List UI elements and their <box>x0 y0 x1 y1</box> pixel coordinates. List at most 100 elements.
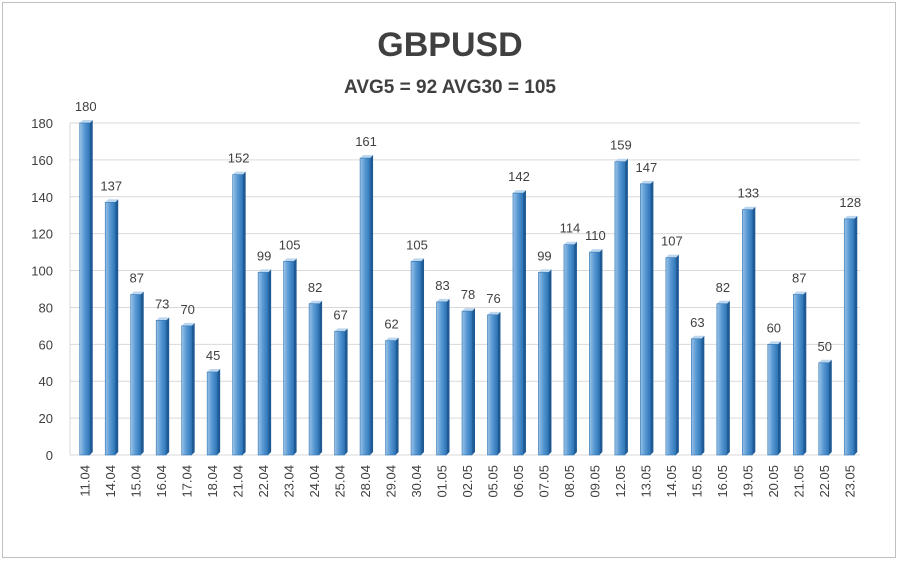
data-label: 159 <box>610 138 632 153</box>
chart-title: GBPUSD <box>377 26 523 64</box>
x-tick-label: 22.05 <box>817 465 832 498</box>
bar-side <box>650 180 654 455</box>
bar-top <box>360 155 374 159</box>
x-tick-label: 15.05 <box>689 465 704 498</box>
bar-side <box>599 249 603 455</box>
bar <box>359 157 371 456</box>
x-tick-label: 16.04 <box>154 465 169 498</box>
bar-side <box>344 328 348 455</box>
y-axis: 0 20 40 60 80 100 120 140 160 180 <box>31 116 71 463</box>
bar-side <box>370 155 374 456</box>
bar-top <box>462 308 475 312</box>
bar-top <box>156 317 170 321</box>
bar-top <box>385 337 399 341</box>
x-tick-label: 02.05 <box>460 465 475 498</box>
bar-side <box>573 241 577 455</box>
bar-side <box>115 199 119 455</box>
bar <box>792 294 804 456</box>
bar <box>308 303 320 456</box>
bar-side <box>522 190 526 456</box>
bar <box>130 294 142 456</box>
x-tick-label: 21.05 <box>791 465 806 498</box>
bar-top <box>793 291 807 295</box>
bar <box>155 320 167 456</box>
bar <box>665 257 677 456</box>
bar-side <box>548 269 552 455</box>
x-tick-label: 22.04 <box>256 465 271 498</box>
y-tick-label: 100 <box>31 264 53 279</box>
bar-top <box>105 199 119 203</box>
data-label: 63 <box>690 315 704 330</box>
bar <box>257 272 269 456</box>
bar <box>843 218 855 456</box>
bar <box>334 331 345 456</box>
bar <box>818 362 830 456</box>
x-tick-label: 11.04 <box>78 465 93 497</box>
data-label: 76 <box>486 291 500 306</box>
bar-top <box>232 171 246 175</box>
y-tick-label: 160 <box>31 153 53 168</box>
bar-top <box>742 206 756 210</box>
data-label: 67 <box>333 307 347 322</box>
x-tick-label: 08.05 <box>562 465 577 498</box>
bar-top <box>844 215 858 219</box>
bar <box>104 202 116 456</box>
y-tick-label: 140 <box>31 190 53 205</box>
x-axis-labels: 11.04 14.04 15.04 16.04 17.04 18.04 21.04 22.04… <box>78 465 858 498</box>
bar-side <box>726 300 730 455</box>
x-tick-label: 13.05 <box>638 465 653 498</box>
bar-side <box>675 254 679 455</box>
x-tick-label: 18.04 <box>205 465 220 498</box>
x-tick-label: 20.05 <box>766 465 781 498</box>
data-label: 152 <box>228 151 250 166</box>
x-tick-label: 01.05 <box>435 465 450 498</box>
bar <box>614 161 626 456</box>
x-tick-label: 30.04 <box>409 465 424 498</box>
x-tick-label: 14.05 <box>664 465 679 498</box>
data-label: 70 <box>180 302 194 317</box>
y-tick-label: 40 <box>39 374 53 389</box>
data-label: 107 <box>661 234 683 249</box>
data-label: 78 <box>461 287 475 302</box>
bar-top <box>436 298 450 302</box>
bar-top <box>334 328 348 332</box>
x-tick-label: 19.05 <box>740 465 755 498</box>
bar-side <box>854 215 858 455</box>
bar-top <box>538 269 552 273</box>
bar-side <box>191 322 195 455</box>
bar <box>767 344 779 456</box>
bar <box>512 192 524 456</box>
bar-top <box>767 341 781 345</box>
data-label: 110 <box>585 228 606 243</box>
x-tick-label: 16.05 <box>715 465 730 498</box>
bar-side <box>242 171 246 455</box>
data-labels: 180 137 87 73 70 45 152 99 105 82 67 161 62 105 83 78 76… <box>75 99 861 363</box>
bar-side <box>777 341 781 455</box>
bar-side <box>446 298 450 455</box>
data-label: 147 <box>636 160 658 175</box>
bar <box>742 209 753 456</box>
bar-top <box>181 322 195 326</box>
bar-side <box>293 258 297 455</box>
x-tick-label: 24.04 <box>307 465 322 498</box>
y-tick-label: 20 <box>39 411 53 426</box>
bar-side <box>472 308 475 455</box>
bar-top <box>512 190 526 194</box>
x-tick-label: 29.04 <box>384 465 399 498</box>
bar-side <box>217 369 221 455</box>
data-label: 62 <box>384 317 398 332</box>
bar-side <box>752 206 756 455</box>
bar-side <box>268 269 272 455</box>
data-label: 128 <box>839 195 861 210</box>
bar-side <box>624 158 628 455</box>
data-label: 180 <box>75 99 97 114</box>
data-label: 82 <box>308 280 322 295</box>
bars <box>79 120 858 456</box>
x-tick-label: 09.05 <box>587 465 602 498</box>
bar <box>436 301 447 456</box>
bar-side <box>89 120 93 455</box>
data-label: 87 <box>129 271 143 286</box>
bar-side <box>166 317 170 455</box>
bar-top <box>665 254 679 258</box>
x-tick-label: 23.04 <box>282 465 297 498</box>
